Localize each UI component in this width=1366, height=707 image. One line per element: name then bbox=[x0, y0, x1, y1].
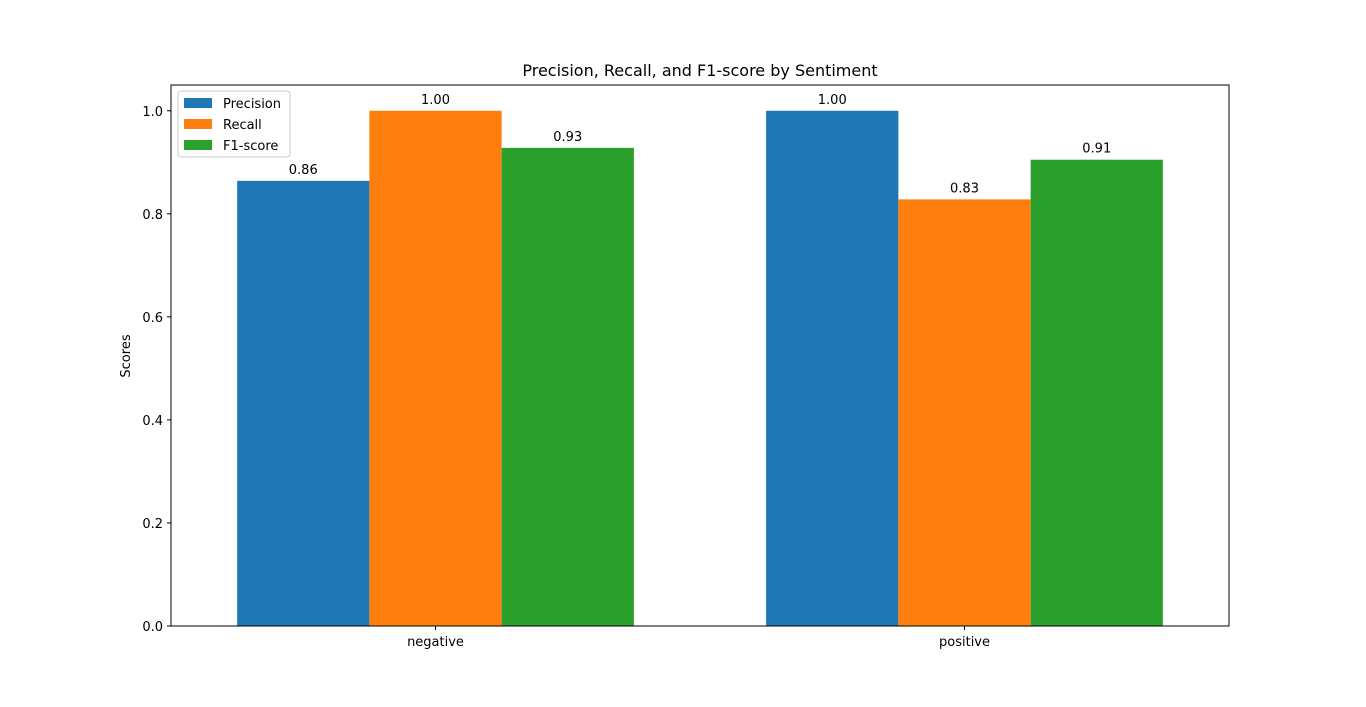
legend-swatch bbox=[184, 98, 212, 108]
y-tick-label: 0.4 bbox=[142, 414, 163, 429]
legend-swatch bbox=[184, 140, 212, 150]
y-tick-label: 0.0 bbox=[142, 620, 163, 635]
bar-labels-layer: 0.86 1.00 1.00 0.83 0.93 0.91 bbox=[289, 93, 1111, 197]
y-tick-label: 1.0 bbox=[142, 105, 163, 120]
legend-label: Precision bbox=[223, 97, 281, 112]
y-tick-label: 0.6 bbox=[142, 311, 163, 326]
bar-value-label: 0.91 bbox=[1082, 142, 1111, 157]
legend-label: Recall bbox=[223, 118, 262, 133]
bar-precision-positive bbox=[766, 110, 899, 626]
y-tick-label: 0.2 bbox=[142, 517, 163, 532]
y-axis-label: Scores bbox=[119, 334, 134, 377]
y-tick-label: 0.8 bbox=[142, 208, 163, 223]
legend-swatch bbox=[184, 119, 212, 129]
bar-recall-negative bbox=[369, 110, 502, 626]
bars-layer bbox=[237, 110, 1163, 626]
bar-value-label: 0.93 bbox=[553, 130, 582, 145]
x-tick-label: positive bbox=[939, 635, 990, 650]
legend-label: F1-score bbox=[223, 139, 278, 154]
bar-precision-negative bbox=[237, 180, 370, 626]
bar-value-label: 1.00 bbox=[818, 93, 847, 108]
x-axis-ticks: negative positive bbox=[407, 626, 990, 650]
x-tick-label: negative bbox=[407, 635, 464, 650]
bar-value-label: 0.83 bbox=[950, 181, 979, 196]
bar-value-label: 1.00 bbox=[421, 93, 450, 108]
bar-recall-positive bbox=[898, 199, 1031, 626]
bar-f1-score-positive bbox=[1030, 159, 1163, 626]
y-axis-ticks: 0.0 0.2 0.4 0.6 0.8 1.0 bbox=[142, 105, 171, 635]
legend: Precision Recall F1-score bbox=[177, 90, 291, 158]
bar-value-label: 0.86 bbox=[289, 163, 318, 178]
bar-f1-score-negative bbox=[501, 147, 634, 626]
chart-title: Precision, Recall, and F1-score by Senti… bbox=[522, 61, 877, 80]
plot-frame bbox=[170, 84, 1230, 627]
